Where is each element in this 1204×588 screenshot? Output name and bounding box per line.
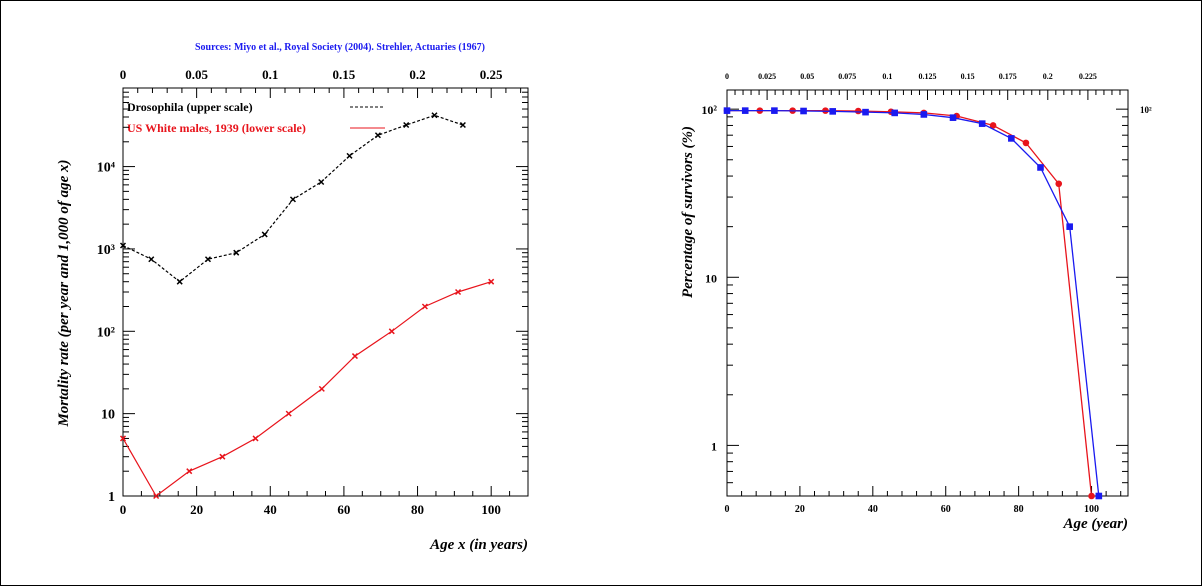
data-point (388, 328, 395, 335)
data-point-square (741, 107, 749, 114)
y-tick-label: 1 (108, 490, 115, 505)
mortality-y-axis-label: Mortality rate (per year and 1,000 of ag… (56, 159, 72, 427)
data-point (219, 453, 226, 460)
data-point (318, 385, 325, 392)
upper-x-tick-label: 0.05 (185, 67, 208, 82)
upper-x-tick-label: 0.125 (919, 72, 937, 81)
survivors-chart: Percentage of survivors (%) Age (year) 0… (680, 72, 1152, 532)
data-point-square (891, 109, 898, 117)
upper-x-tick-label: 0.2 (409, 67, 425, 82)
lower-x-tick-label: 100 (481, 502, 501, 517)
lower-x-tick-label: 40 (868, 504, 878, 515)
data-point (403, 121, 410, 129)
data-point-circle (1088, 492, 1095, 500)
data-point-circle (989, 122, 997, 129)
data-point-square (1037, 164, 1044, 171)
right-y-tick-label: 10² (1140, 105, 1152, 115)
data-point (252, 435, 259, 442)
data-point-square (771, 107, 778, 114)
chart-sources-title: Sources: Miyo et al., Royal Society (200… (195, 42, 485, 53)
survivor-series-line-1 (727, 109, 1100, 497)
y-tick-label: 10⁴ (97, 161, 116, 176)
data-point-square (862, 108, 869, 116)
data-point-square (1095, 492, 1103, 500)
lower-x-tick-label: 0 (120, 502, 127, 517)
data-point-square (800, 107, 807, 115)
data-point-square (949, 114, 957, 121)
upper-x-tick-label: 0.025 (758, 72, 776, 81)
data-point-circle (822, 107, 829, 114)
legend-entry-us-white-males: US White males, 1939 (lower scale) (127, 121, 306, 135)
lower-x-tick-label: 100 (1084, 504, 1099, 515)
upper-x-tick-label: 0.2 (1043, 72, 1053, 81)
y-tick-label: 10 (101, 408, 115, 423)
data-point (289, 196, 296, 203)
upper-x-tick-label: 0.15 (333, 67, 356, 82)
lower-x-tick-label: 40 (264, 502, 277, 517)
mortality-chart: Sources: Miyo et al., Royal Society (200… (56, 42, 529, 553)
data-point (186, 468, 193, 475)
data-point-circle (854, 107, 862, 115)
data-point (119, 242, 127, 249)
data-point-square (920, 111, 928, 118)
upper-x-tick-label: 0.25 (480, 67, 503, 82)
upper-x-tick-label: 0.1 (262, 67, 278, 82)
data-point (233, 249, 240, 256)
survivors-x-axis-label: Age (year) (1062, 516, 1128, 532)
lower-x-tick-label: 20 (190, 502, 203, 517)
data-point-circle (1055, 180, 1063, 188)
data-point (351, 353, 358, 360)
mortality-legend: Drosophila (upper scale) US White males,… (127, 100, 385, 135)
upper-x-tick-label: 0.1 (882, 72, 892, 81)
data-point (204, 256, 212, 263)
data-point-square (723, 107, 731, 114)
data-point (318, 178, 325, 186)
y-tick-label: 10 (705, 271, 717, 285)
data-point (261, 231, 268, 238)
data-point (285, 410, 292, 417)
data-point (346, 152, 353, 159)
upper-x-tick-label: 0.225 (1079, 72, 1097, 81)
lower-x-tick-label: 60 (337, 502, 350, 517)
lower-x-tick-label: 80 (411, 502, 424, 517)
y-tick-label: 10³ (97, 243, 115, 258)
mortality-plot-frame (122, 87, 529, 497)
upper-x-tick-label: 0.175 (999, 72, 1017, 81)
survivors-y-axis-label: Percentage of survivors (%) (680, 126, 696, 298)
data-point-square (1008, 135, 1015, 142)
lower-x-tick-label: 80 (1014, 504, 1024, 515)
data-point (455, 288, 462, 296)
data-point-square (829, 108, 837, 115)
lower-x-tick-label: 20 (795, 504, 805, 515)
survivor-series-line-0 (727, 109, 1093, 497)
data-point-square (978, 120, 986, 127)
data-point (431, 112, 438, 119)
data-point (374, 132, 381, 139)
data-point (148, 256, 155, 263)
lower-x-tick-label: 60 (941, 504, 951, 515)
y-tick-label: 10² (701, 103, 717, 117)
upper-x-tick-label: 0 (120, 67, 127, 82)
data-point (488, 278, 495, 285)
upper-x-tick-label: 0 (725, 72, 729, 81)
data-point (176, 278, 183, 285)
data-point-circle (1022, 139, 1030, 147)
series-line-1 (122, 281, 492, 497)
legend-entry-drosophila: Drosophila (upper scale) (127, 100, 253, 114)
upper-x-tick-label: 0.075 (838, 72, 856, 81)
data-point (459, 121, 466, 129)
y-tick-label: 1 (711, 439, 717, 453)
data-point (421, 303, 428, 310)
data-point (119, 435, 127, 442)
data-point (153, 492, 160, 500)
lower-x-tick-label: 0 (725, 504, 730, 515)
mortality-x-axis-label: Age x (in years) (429, 537, 528, 553)
data-point-square (1066, 223, 1073, 230)
y-tick-label: 10² (97, 325, 115, 340)
upper-x-tick-label: 0.15 (961, 72, 975, 81)
survivors-plot-frame (726, 89, 1129, 497)
upper-x-tick-label: 0.05 (800, 72, 814, 81)
